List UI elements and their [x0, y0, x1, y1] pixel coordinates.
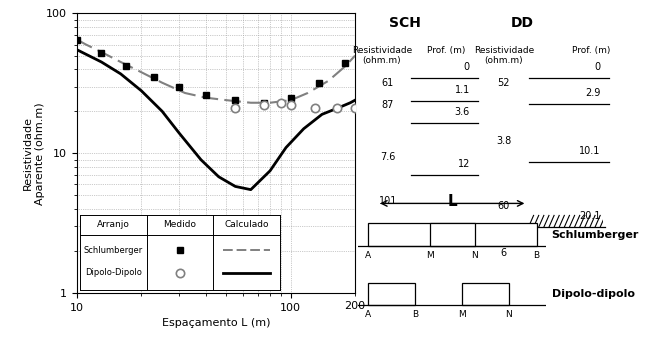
Text: 6: 6 — [500, 248, 507, 257]
Text: A: A — [364, 251, 371, 260]
Text: DD: DD — [511, 17, 534, 30]
Text: Prof. (m): Prof. (m) — [572, 45, 610, 55]
Text: M: M — [426, 251, 433, 260]
Text: 10.1: 10.1 — [579, 146, 600, 156]
Text: A: A — [364, 310, 371, 319]
Text: N: N — [505, 310, 512, 319]
Text: 60: 60 — [498, 201, 510, 211]
Text: Resistividade
(ohm.m): Resistividade (ohm.m) — [352, 45, 412, 65]
Text: SCH: SCH — [389, 17, 421, 30]
Bar — [462, 283, 509, 305]
Text: 0: 0 — [594, 62, 600, 72]
Text: B: B — [533, 251, 540, 260]
Text: 101: 101 — [379, 196, 397, 206]
Text: 1.1: 1.1 — [454, 85, 470, 95]
Text: Schlumberger: Schlumberger — [551, 229, 639, 240]
X-axis label: Espaçamento L (m): Espaçamento L (m) — [162, 318, 270, 329]
Text: 12: 12 — [458, 159, 470, 169]
Text: 61: 61 — [382, 78, 394, 88]
Text: 2.9: 2.9 — [585, 88, 600, 98]
Text: 3.8: 3.8 — [496, 136, 511, 146]
Text: M: M — [458, 310, 466, 319]
Text: 0: 0 — [464, 62, 470, 72]
Text: 87: 87 — [382, 100, 394, 110]
Text: Prof. (m): Prof. (m) — [427, 45, 466, 55]
Text: 20.1: 20.1 — [579, 211, 600, 221]
Text: L: L — [448, 194, 457, 209]
Text: N: N — [472, 251, 478, 260]
Y-axis label: Resistividade
Aparente (ohm.m): Resistividade Aparente (ohm.m) — [23, 102, 45, 205]
Text: Resistividade
(ohm.m): Resistividade (ohm.m) — [474, 45, 534, 65]
Text: 52: 52 — [498, 78, 510, 88]
Bar — [429, 223, 475, 246]
Bar — [368, 283, 415, 305]
Bar — [368, 223, 537, 246]
Text: 3.6: 3.6 — [454, 108, 470, 117]
Text: Dipolo-dipolo: Dipolo-dipolo — [551, 289, 634, 299]
Text: 7.6: 7.6 — [380, 152, 395, 162]
Text: B: B — [411, 310, 418, 319]
